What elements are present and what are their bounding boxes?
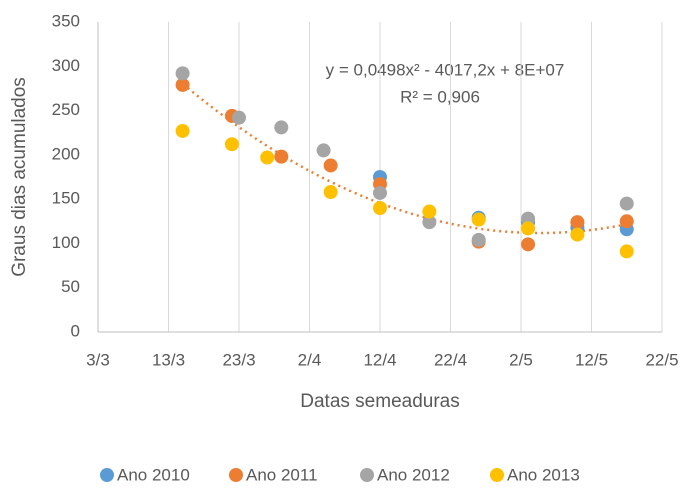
x-tick-label: 2/4 (298, 350, 322, 369)
y-tick-label: 0 (71, 321, 80, 340)
legend-marker (360, 468, 374, 482)
y-tick-label: 100 (52, 233, 80, 252)
x-tick-label: 13/3 (152, 350, 185, 369)
y-axis-title: Graus dias acumulados (9, 77, 30, 277)
legend-label: Ano 2013 (507, 465, 580, 484)
point (570, 215, 585, 230)
equation: y = 0,0498x² - 4017,2x + 8E+07 (326, 60, 565, 79)
point (619, 244, 634, 259)
point (422, 215, 437, 230)
point (521, 221, 536, 236)
legend-label: Ano 2010 (117, 465, 190, 484)
point (175, 77, 190, 92)
point (260, 150, 275, 165)
point (521, 211, 536, 226)
point (471, 232, 486, 247)
x-tick-label: 12/5 (575, 350, 608, 369)
legend-marker (490, 468, 504, 482)
x-tick-label: 12/4 (363, 350, 396, 369)
y-tick-label: 200 (52, 144, 80, 163)
point (373, 185, 387, 200)
y-tick-label: 50 (61, 277, 80, 296)
point (619, 214, 634, 229)
point (316, 143, 331, 158)
x-axis-title: Datas semeaduras (300, 391, 459, 412)
x-tick-label: 3/3 (86, 350, 110, 369)
point (224, 137, 239, 152)
legend-label: Ano 2012 (377, 465, 450, 484)
point (471, 212, 486, 227)
x-tick-label: 22/5 (645, 350, 678, 369)
legend-marker (229, 468, 243, 482)
r-squared: R² = 0,906 (400, 87, 480, 106)
y-tick-label: 300 (52, 56, 80, 75)
point (323, 158, 338, 173)
point (521, 237, 536, 252)
point (373, 201, 387, 215)
point (422, 204, 437, 219)
point (274, 149, 289, 164)
point (570, 227, 585, 242)
point (274, 120, 289, 135)
x-tick-label: 2/5 (509, 350, 533, 369)
point (323, 185, 338, 200)
x-tick-label: 23/3 (222, 350, 255, 369)
y-tick-label: 150 (52, 189, 80, 208)
point (232, 110, 246, 125)
point (175, 66, 190, 81)
y-tick-label: 250 (52, 100, 80, 119)
legend-label: Ano 2011 (246, 465, 318, 484)
legend-marker (100, 468, 114, 482)
point (619, 196, 634, 211)
point (175, 123, 190, 138)
x-tick-label: 22/4 (434, 350, 467, 369)
y-tick-label: 350 (52, 11, 80, 30)
